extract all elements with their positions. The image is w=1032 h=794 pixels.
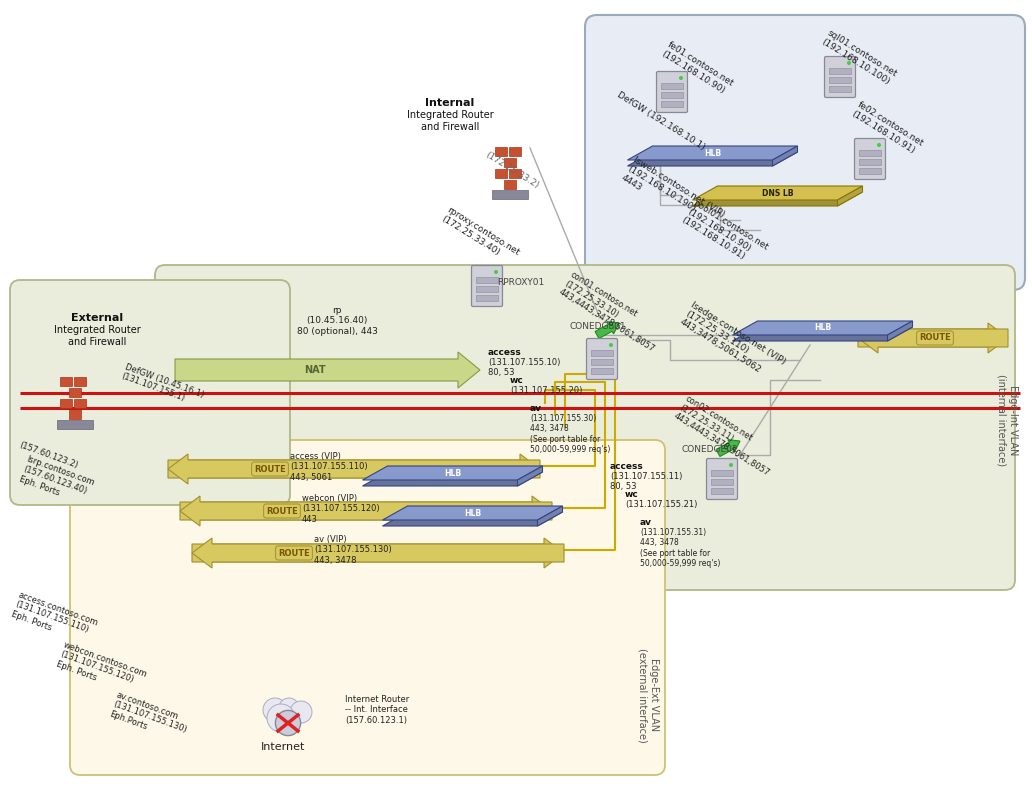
Bar <box>829 86 851 92</box>
Polygon shape <box>362 466 543 480</box>
Text: av.contoso.com
(131.107.155.130)
Eph.Ports: av.contoso.com (131.107.155.130) Eph.Por… <box>108 690 191 745</box>
Text: DefGW (10.45.16.1)
(131.107.155.1): DefGW (10.45.16.1) (131.107.155.1) <box>120 362 205 409</box>
Text: Internet: Internet <box>261 742 305 752</box>
FancyBboxPatch shape <box>825 56 856 98</box>
Bar <box>492 190 528 199</box>
Text: ROUTE: ROUTE <box>254 464 286 473</box>
Circle shape <box>267 704 295 732</box>
Bar <box>662 83 683 89</box>
Bar <box>504 180 516 189</box>
FancyArrow shape <box>168 454 540 484</box>
Polygon shape <box>362 472 543 486</box>
Bar <box>495 169 507 178</box>
Text: External: External <box>71 313 123 323</box>
FancyBboxPatch shape <box>10 280 290 505</box>
Circle shape <box>263 698 287 722</box>
Bar <box>495 147 507 156</box>
Bar <box>504 158 516 167</box>
Polygon shape <box>692 192 863 206</box>
Text: pool01.contoso.net
(192.168.10.90)
(192.168.10.91): pool01.contoso.net (192.168.10.90) (192.… <box>680 198 770 269</box>
Text: access: access <box>488 348 522 357</box>
FancyArrow shape <box>175 352 480 388</box>
Text: ROUTE: ROUTE <box>266 507 298 515</box>
FancyBboxPatch shape <box>155 265 1015 590</box>
FancyBboxPatch shape <box>70 440 665 775</box>
Circle shape <box>276 711 300 735</box>
Bar <box>591 350 613 356</box>
Text: lsrp.contoso.com
(157.60.123.40)
Eph. Ports: lsrp.contoso.com (157.60.123.40) Eph. Po… <box>18 455 96 507</box>
Polygon shape <box>517 466 543 486</box>
Text: (172.25.33.2): (172.25.33.2) <box>484 150 541 190</box>
Bar <box>74 377 86 386</box>
Text: Edge-Int VLAN
(internal interface): Edge-Int VLAN (internal interface) <box>996 374 1018 466</box>
Bar <box>859 159 881 165</box>
Circle shape <box>494 270 498 274</box>
Text: ROUTE: ROUTE <box>920 333 950 342</box>
Bar <box>57 420 93 429</box>
Text: webcon.contoso.com
(131.107.155.120)
Eph. Ports: webcon.contoso.com (131.107.155.120) Eph… <box>55 640 149 698</box>
Bar <box>711 479 733 485</box>
Circle shape <box>847 61 851 65</box>
Text: webcon (VIP)
(131.107.155.120)
443: webcon (VIP) (131.107.155.120) 443 <box>302 494 380 524</box>
Text: fe01.contoso.net
(192.168.10.90): fe01.contoso.net (192.168.10.90) <box>660 40 735 97</box>
Text: lsweb.contoso.net (VIP)
(192.168.10.190)
4443: lsweb.contoso.net (VIP) (192.168.10.190)… <box>620 155 725 237</box>
Bar <box>591 359 613 365</box>
FancyBboxPatch shape <box>586 338 617 380</box>
Text: access.contoso.com
(131.107.155.110)
Eph. Ports: access.contoso.com (131.107.155.110) Eph… <box>10 590 99 647</box>
Text: (131.107.155.30)
443, 3478
(See port table for
50,000-59,999 req's): (131.107.155.30) 443, 3478 (See port tab… <box>530 414 610 454</box>
Text: Internet Router
-- Int. Interface
(157.60.123.1): Internet Router -- Int. Interface (157.6… <box>345 695 410 725</box>
Bar <box>711 488 733 494</box>
Circle shape <box>290 701 312 723</box>
Text: wc: wc <box>625 490 639 499</box>
Circle shape <box>609 343 613 347</box>
Text: lsedge.contoso.net (VIP)
(172.25.33.110)
443,3478,5061,5062: lsedge.contoso.net (VIP) (172.25.33.110)… <box>678 300 787 384</box>
Polygon shape <box>733 327 912 341</box>
Text: access (VIP)
(131.107.155.110)
443, 5061: access (VIP) (131.107.155.110) 443, 5061 <box>290 452 367 482</box>
Circle shape <box>679 76 683 80</box>
Bar <box>275 711 302 735</box>
Circle shape <box>729 463 733 467</box>
Text: fe02.contoso.net
(192.168.10.91): fe02.contoso.net (192.168.10.91) <box>850 100 925 157</box>
Text: Integrated Router
and Firewall: Integrated Router and Firewall <box>407 110 493 132</box>
FancyArrow shape <box>168 454 540 484</box>
FancyArrow shape <box>192 538 565 568</box>
Circle shape <box>877 143 881 147</box>
FancyBboxPatch shape <box>656 71 687 113</box>
Bar <box>69 410 80 419</box>
FancyArrow shape <box>180 496 552 526</box>
Text: rproxy.contoso.net
(172.25.33.40): rproxy.contoso.net (172.25.33.40) <box>440 205 521 266</box>
Circle shape <box>279 698 299 718</box>
Text: Integrated Router
and Firewall: Integrated Router and Firewall <box>54 325 140 347</box>
Bar <box>60 399 72 408</box>
Bar <box>662 92 683 98</box>
FancyArrow shape <box>858 323 1008 353</box>
FancyArrow shape <box>180 496 552 526</box>
Polygon shape <box>888 321 912 341</box>
Text: (157.60.123.2): (157.60.123.2) <box>18 440 79 470</box>
Bar <box>60 377 72 386</box>
Text: av: av <box>640 518 652 527</box>
FancyArrow shape <box>595 322 619 338</box>
FancyArrow shape <box>716 440 740 457</box>
Polygon shape <box>627 146 798 160</box>
Bar <box>711 470 733 476</box>
FancyBboxPatch shape <box>707 458 738 499</box>
FancyBboxPatch shape <box>472 265 503 306</box>
Text: DefGW (192.168.10.1): DefGW (192.168.10.1) <box>615 90 706 152</box>
FancyBboxPatch shape <box>854 138 885 179</box>
Text: HLB: HLB <box>444 468 461 477</box>
Polygon shape <box>838 186 863 206</box>
Text: (131.107.155.20): (131.107.155.20) <box>510 386 582 395</box>
FancyArrow shape <box>192 538 565 568</box>
Bar <box>74 399 86 408</box>
FancyBboxPatch shape <box>585 15 1025 290</box>
Text: HLB: HLB <box>814 323 831 333</box>
Bar <box>476 295 498 301</box>
Bar <box>509 169 521 178</box>
Text: access: access <box>610 462 644 471</box>
Polygon shape <box>627 152 798 166</box>
Bar <box>509 147 521 156</box>
Bar <box>859 150 881 156</box>
Polygon shape <box>773 146 798 166</box>
Text: rp
(10.45.16.40)
80 (optional), 443: rp (10.45.16.40) 80 (optional), 443 <box>296 306 378 336</box>
